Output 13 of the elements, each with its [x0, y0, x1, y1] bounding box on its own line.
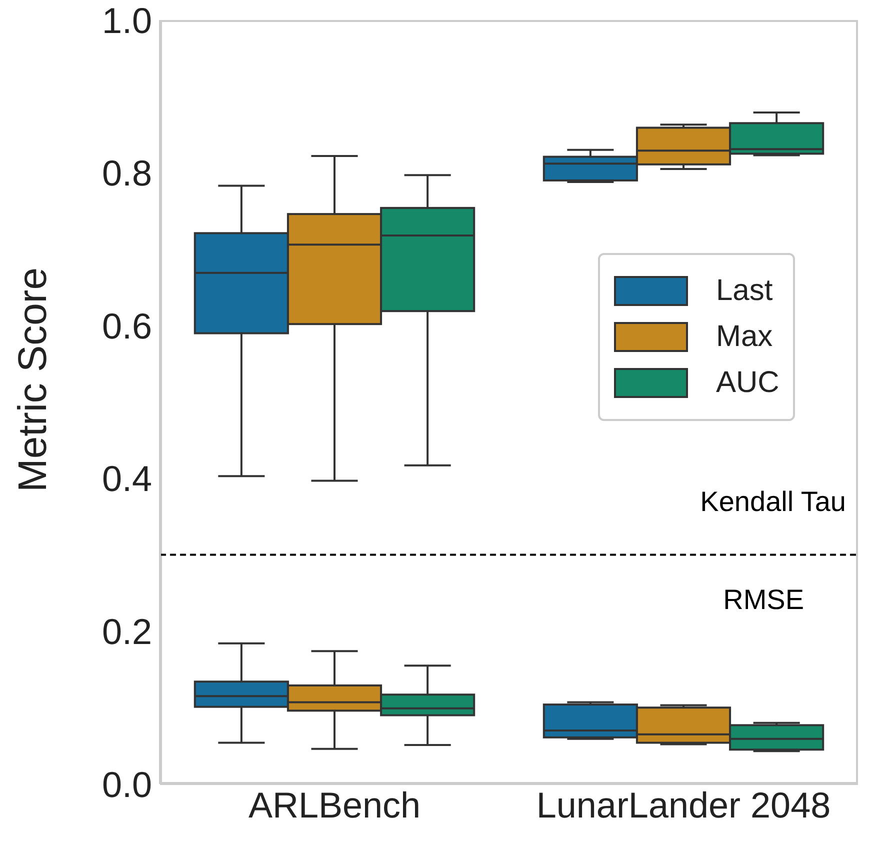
y-tick-label: 0.6: [102, 305, 152, 346]
legend-label: Last: [716, 273, 773, 309]
annotation: Kendall Tau: [699, 486, 846, 518]
y-tick-label: 0.4: [102, 458, 152, 500]
x-tick-label: ARLBench: [248, 784, 421, 826]
y-tick-label: 0.8: [102, 152, 152, 194]
y-tick-label: 0.2: [102, 610, 152, 652]
annotation: RMSE: [722, 584, 804, 616]
y-axis-title: Metric Score: [11, 268, 56, 492]
x-tick-label: LunarLander 2048: [536, 784, 831, 826]
y-tick-label: 0.0: [102, 764, 152, 805]
legend-label: Max: [716, 319, 773, 355]
legend-label: AUC: [716, 365, 780, 401]
